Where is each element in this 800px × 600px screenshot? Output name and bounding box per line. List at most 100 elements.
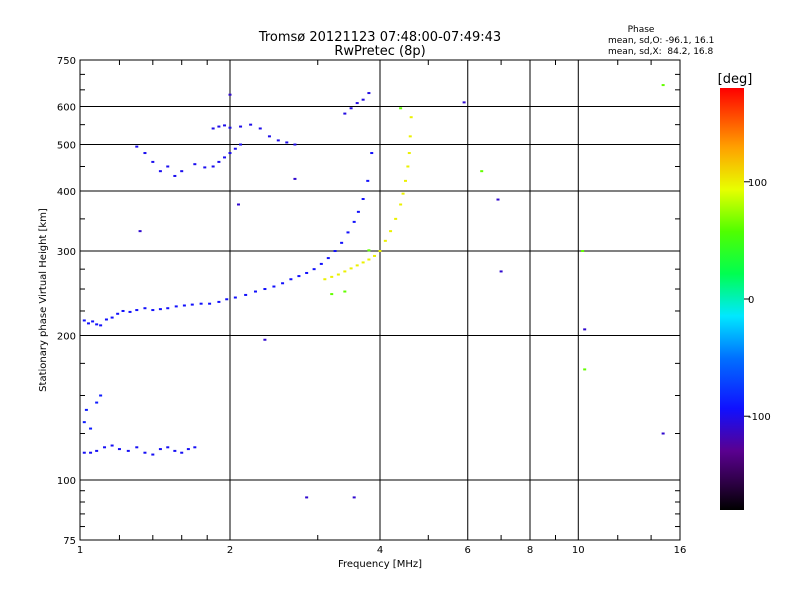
data-point [253, 290, 257, 293]
chart-title: Tromsø 20121123 07:48:00-07:49:43 [258, 30, 501, 45]
data-point [249, 123, 253, 126]
data-point [190, 303, 194, 306]
data-point [143, 152, 147, 155]
data-points [82, 84, 665, 499]
data-point [84, 408, 88, 411]
data-point [135, 446, 139, 449]
chart-subtitle: RwPretec (8p) [334, 44, 425, 59]
data-point [330, 293, 334, 296]
data-point [95, 323, 99, 326]
data-point [193, 163, 197, 166]
y-axis-label: Stationary phase Virtual Height [km] [38, 208, 49, 392]
data-point [408, 135, 412, 138]
data-point [173, 174, 177, 177]
data-point [217, 300, 221, 303]
y-tick-label: 600 [57, 103, 76, 114]
data-point [349, 107, 353, 110]
data-point [355, 264, 359, 267]
data-point [407, 152, 411, 155]
data-point [95, 401, 99, 404]
data-point [462, 101, 466, 104]
y-tick-label: 300 [57, 247, 76, 258]
data-point [151, 453, 155, 456]
phase-info-x: mean, sd,X: 84.2, 16.8 [608, 47, 714, 57]
data-point [174, 305, 178, 308]
data-point [661, 432, 665, 435]
data-point [99, 394, 103, 397]
data-point [239, 125, 243, 128]
minor-ticks [80, 60, 680, 540]
y-tick-label: 400 [57, 187, 76, 198]
data-point [333, 250, 337, 253]
data-point [173, 449, 177, 452]
data-point [135, 145, 139, 148]
data-point [389, 230, 393, 233]
data-point [272, 285, 276, 288]
data-point [289, 278, 293, 281]
colorbar-label: [deg] [718, 72, 753, 87]
data-point [373, 254, 377, 257]
data-point [330, 275, 334, 278]
data-point [285, 141, 289, 144]
data-point [208, 302, 212, 305]
colorbar-ticks: 100 0 -100 [744, 178, 771, 423]
data-point [233, 147, 237, 150]
data-point [228, 152, 232, 155]
data-point [158, 170, 162, 173]
colorbar [720, 88, 744, 510]
data-point [409, 116, 413, 119]
data-point [293, 143, 297, 146]
data-point [82, 421, 86, 424]
data-point [323, 278, 327, 281]
data-point [276, 139, 280, 142]
data-point [361, 198, 365, 201]
data-point [116, 312, 120, 315]
data-point [86, 322, 90, 325]
data-point [267, 135, 271, 138]
x-tick-label: 10 [572, 545, 585, 556]
data-point [143, 451, 147, 454]
data-point [217, 125, 221, 128]
data-point [89, 451, 93, 454]
colorbar-tick-label: 100 [748, 178, 767, 189]
data-point [326, 257, 330, 260]
data-point [180, 170, 184, 173]
data-point [319, 262, 323, 265]
data-point [349, 267, 353, 270]
data-point [233, 296, 237, 299]
x-tick-label: 4 [377, 545, 383, 556]
y-tick-label: 100 [57, 476, 76, 487]
data-point [239, 143, 243, 146]
data-point [378, 250, 382, 253]
data-point [225, 298, 229, 301]
data-point [166, 446, 170, 449]
data-point [401, 192, 405, 195]
phase-info-o: mean, sd,O: -96.1, 16.1 [608, 36, 714, 46]
data-point [305, 271, 309, 274]
colorbar-tick-label: 0 [748, 295, 754, 306]
y-tick-label: 750 [57, 56, 76, 67]
y-tick-label: 200 [57, 332, 76, 343]
data-point [211, 127, 215, 130]
data-point [211, 165, 215, 168]
data-point [103, 446, 107, 449]
data-point [367, 249, 371, 252]
data-point [263, 338, 267, 341]
data-point [399, 203, 403, 206]
data-point [244, 293, 248, 296]
data-point [151, 160, 155, 163]
data-point [128, 310, 132, 313]
data-point [305, 496, 309, 499]
colorbar-tick-label: -100 [748, 412, 771, 423]
data-point [110, 444, 114, 447]
data-point [217, 160, 221, 163]
data-point [343, 112, 347, 115]
data-point [117, 448, 121, 451]
data-point [228, 126, 232, 129]
data-point [480, 170, 484, 173]
data-point [406, 165, 410, 168]
data-point [182, 304, 186, 307]
data-point [336, 273, 340, 276]
x-axis-label: Frequency [MHz] [338, 559, 422, 570]
